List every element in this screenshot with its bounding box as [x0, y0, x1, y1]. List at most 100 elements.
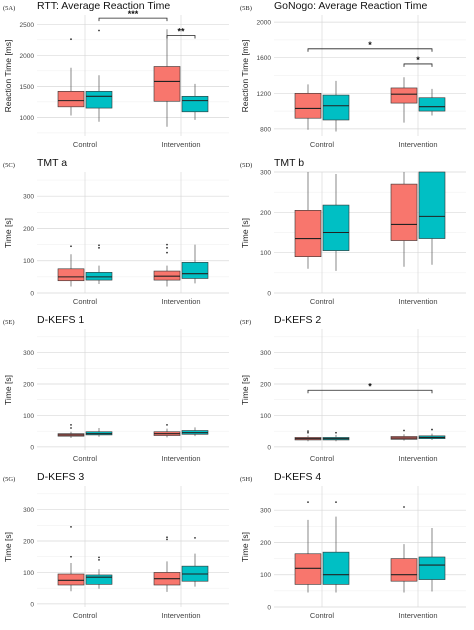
y-tick-label: 0 — [267, 291, 271, 298]
y-tick-label: 100 — [23, 570, 34, 577]
y-axis-label-5g: Time [s] — [3, 531, 13, 562]
x-tick-label: Control — [73, 297, 98, 306]
outlier-point — [70, 525, 72, 528]
chart-svg-5h: 0 100 200 300 Control Intervention — [260, 486, 466, 620]
panel-5b: 800 1200 1600 2000 Control Intervention * * (5B… — [237, 0, 474, 157]
box-control-red — [57, 91, 85, 108]
y-tick-label: 200 — [260, 382, 271, 389]
y-tick-label: 300 — [23, 194, 34, 201]
box-control-teal — [85, 574, 113, 585]
box-intervention-teal — [418, 97, 446, 112]
y-axis-label-5c: Time [s] — [3, 217, 13, 248]
y-axis-label-5b: Reaction Time [ms] — [240, 39, 250, 112]
panel-label-5f: (5F) — [240, 319, 252, 326]
chart-title-5c: TMT a — [37, 157, 68, 169]
y-tick-label: 300 — [23, 507, 34, 514]
x-tick-label: Control — [73, 611, 98, 620]
outlier-point — [70, 427, 72, 429]
outlier-point — [70, 423, 72, 426]
outlier-point — [166, 243, 168, 246]
panel-label-5a: (5A) — [3, 5, 16, 12]
panel-label-5d: (5D) — [240, 162, 253, 169]
x-tick-label: Intervention — [398, 611, 437, 620]
y-tick-label: 200 — [23, 382, 34, 389]
outlier-point — [70, 555, 72, 558]
outlier-point — [431, 428, 433, 431]
x-tick-label: Intervention — [161, 454, 200, 463]
significance-label: * — [368, 381, 372, 391]
x-tick-label: Intervention — [161, 297, 200, 306]
outlier-point — [166, 536, 168, 539]
significance-label: ** — [177, 26, 185, 36]
y-tick-label: 1200 — [257, 91, 272, 98]
box-control-teal — [322, 551, 350, 585]
chart-svg-5c: 0 100 200 300 Control Intervention — [23, 172, 229, 306]
box-control-teal — [322, 204, 350, 251]
y-tick-label: 100 — [23, 413, 34, 420]
box-control-red — [57, 573, 85, 586]
y-tick-label: 1600 — [257, 55, 272, 62]
outlier-point — [166, 246, 168, 249]
chart-title-5h: D-KEFS 4 — [274, 471, 322, 483]
box-intervention-red — [390, 183, 418, 241]
chart-title-5b: GoNogo: Average Reaction Time — [274, 0, 428, 12]
y-axis-label-5d: Time [s] — [240, 217, 250, 248]
y-tick-label: 300 — [260, 508, 271, 515]
outlier-point — [307, 501, 309, 504]
significance-bracket — [307, 48, 433, 52]
chart-title-5e: D-KEFS 1 — [37, 314, 85, 326]
box-control-teal — [85, 272, 113, 281]
y-tick-label: 200 — [260, 210, 271, 217]
y-axis-label-5a: Reaction Time [ms] — [3, 39, 13, 112]
panel-5c: 0 100 200 300 Control Intervention (5C) TMT a… — [0, 157, 237, 314]
outlier-point — [98, 556, 100, 559]
chart-svg-5f: 0 100 200 300 Control Intervention * — [260, 329, 466, 463]
x-tick-label: Intervention — [398, 454, 437, 463]
box-intervention-teal — [418, 556, 446, 580]
y-tick-label: 2000 — [20, 53, 35, 60]
significance-label: *** — [128, 9, 139, 19]
y-tick-label: 300 — [260, 170, 271, 177]
y-tick-label: 1000 — [20, 115, 35, 122]
outlier-point — [166, 538, 168, 541]
outlier-point — [307, 431, 309, 434]
outlier-point — [98, 246, 100, 249]
panel-5h: 0 100 200 300 Control Intervention (5H) D-KEF… — [237, 471, 474, 628]
outlier-point — [98, 244, 100, 247]
y-tick-label: 300 — [260, 350, 271, 357]
x-tick-label: Intervention — [398, 140, 437, 149]
box-intervention-red — [153, 66, 181, 102]
significance-bracket — [166, 35, 196, 39]
outlier-point — [98, 29, 100, 32]
chart-svg-5g: 0 100 200 300 Control Intervention — [23, 486, 229, 620]
box-control-teal — [322, 94, 350, 121]
y-tick-label: 0 — [30, 444, 34, 451]
x-tick-label: Control — [310, 454, 335, 463]
chart-svg-5e: 0 100 200 300 Control Intervention — [23, 329, 229, 463]
outlier-point — [70, 245, 72, 248]
y-tick-label: 200 — [23, 226, 34, 233]
outlier-point — [403, 506, 405, 508]
y-tick-label: 0 — [267, 605, 271, 612]
y-tick-label: 300 — [23, 350, 34, 357]
y-tick-label: 0 — [30, 601, 34, 608]
chart-title-5g: D-KEFS 3 — [37, 471, 85, 483]
y-tick-label: 100 — [23, 258, 34, 265]
box-intervention-red — [390, 87, 418, 104]
chart-svg-5d: 0 100 200 300 Control Intervention — [260, 170, 466, 306]
box-intervention-teal — [418, 171, 446, 239]
outlier-point — [335, 431, 337, 434]
panel-label-5h: (5H) — [240, 476, 253, 483]
y-tick-label: 100 — [260, 250, 271, 257]
significance-label: * — [416, 55, 420, 65]
panel-label-5c: (5C) — [3, 162, 15, 169]
y-tick-label: 800 — [260, 126, 271, 133]
chart-title-5f: D-KEFS 2 — [274, 314, 322, 326]
chart-title-5a: RTT: Average Reaction Time — [37, 0, 171, 12]
y-tick-label: 0 — [30, 291, 34, 298]
significance-bracket — [403, 63, 433, 67]
outlier-point — [335, 501, 337, 504]
x-tick-label: Intervention — [161, 140, 200, 149]
